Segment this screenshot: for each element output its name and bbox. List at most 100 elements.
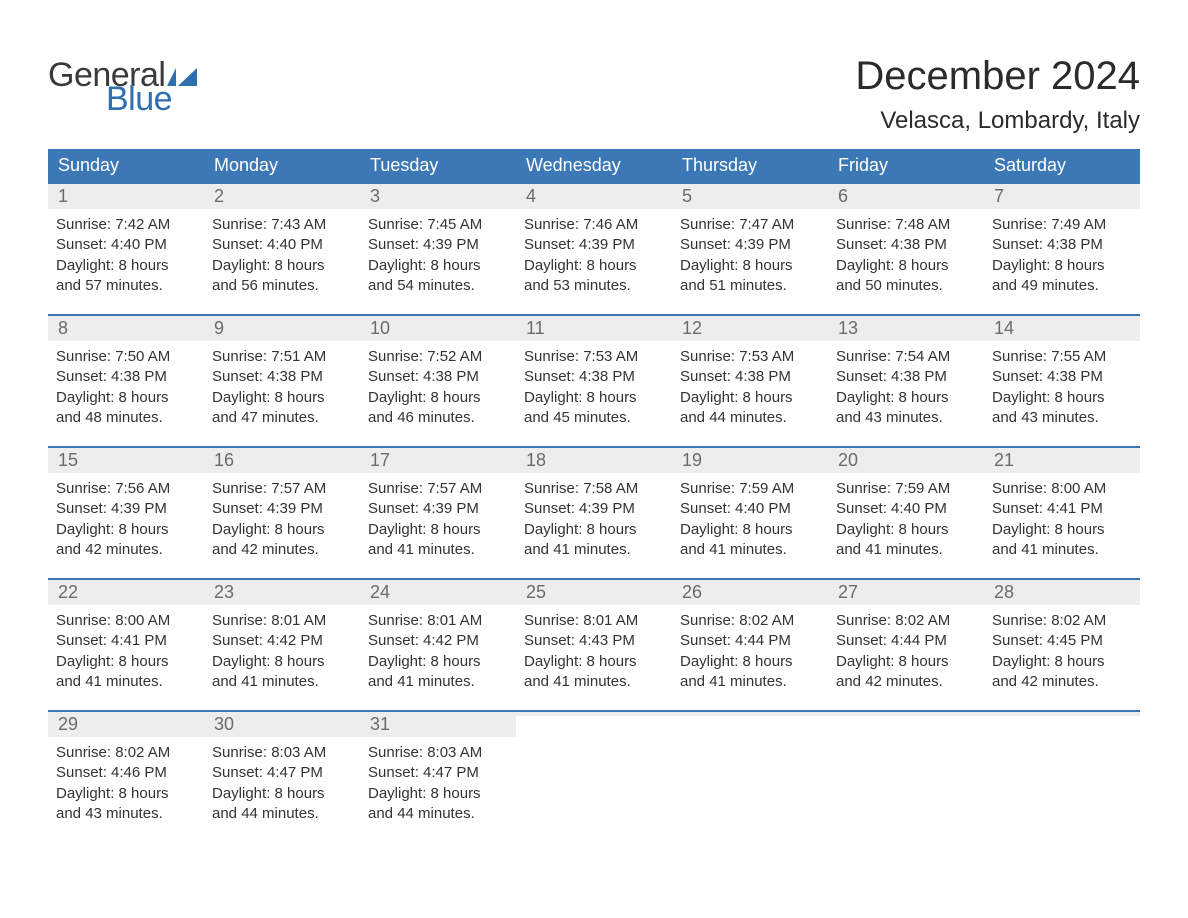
weekday-header: Thursday [672, 149, 828, 182]
day-details: Sunrise: 7:52 AMSunset: 4:38 PMDaylight:… [360, 341, 516, 432]
dl2-text: and 49 minutes. [992, 276, 1132, 296]
sunset-text: Sunset: 4:41 PM [56, 631, 196, 651]
sunset-text: Sunset: 4:44 PM [836, 631, 976, 651]
day-cell: 15Sunrise: 7:56 AMSunset: 4:39 PMDayligh… [48, 448, 204, 568]
day-number: 13 [828, 316, 984, 341]
dl2-text: and 42 minutes. [836, 672, 976, 692]
dl1-text: Daylight: 8 hours [56, 256, 196, 276]
sunset-text: Sunset: 4:38 PM [836, 235, 976, 255]
sunrise-text: Sunrise: 7:51 AM [212, 347, 352, 367]
sunset-text: Sunset: 4:42 PM [368, 631, 508, 651]
sunrise-text: Sunrise: 8:03 AM [368, 743, 508, 763]
weekday-header: Monday [204, 149, 360, 182]
sunrise-text: Sunrise: 7:52 AM [368, 347, 508, 367]
sunrise-text: Sunrise: 7:56 AM [56, 479, 196, 499]
day-cell: 5Sunrise: 7:47 AMSunset: 4:39 PMDaylight… [672, 184, 828, 304]
sunrise-text: Sunrise: 7:53 AM [680, 347, 820, 367]
sunrise-text: Sunrise: 7:57 AM [368, 479, 508, 499]
day-cell: 16Sunrise: 7:57 AMSunset: 4:39 PMDayligh… [204, 448, 360, 568]
sunrise-text: Sunrise: 8:02 AM [56, 743, 196, 763]
day-details: Sunrise: 7:58 AMSunset: 4:39 PMDaylight:… [516, 473, 672, 564]
day-details: Sunrise: 8:01 AMSunset: 4:43 PMDaylight:… [516, 605, 672, 696]
sunset-text: Sunset: 4:39 PM [524, 499, 664, 519]
dl1-text: Daylight: 8 hours [524, 256, 664, 276]
dl1-text: Daylight: 8 hours [56, 784, 196, 804]
sunrise-text: Sunrise: 7:57 AM [212, 479, 352, 499]
day-number: 24 [360, 580, 516, 605]
day-number [672, 712, 828, 716]
dl1-text: Daylight: 8 hours [368, 784, 508, 804]
sunset-text: Sunset: 4:39 PM [524, 235, 664, 255]
dl1-text: Daylight: 8 hours [56, 388, 196, 408]
dl1-text: Daylight: 8 hours [680, 652, 820, 672]
day-number: 2 [204, 184, 360, 209]
weekday-header: Wednesday [516, 149, 672, 182]
day-number: 17 [360, 448, 516, 473]
day-number: 19 [672, 448, 828, 473]
day-details: Sunrise: 8:01 AMSunset: 4:42 PMDaylight:… [360, 605, 516, 696]
location-subtitle: Velasca, Lombardy, Italy [855, 107, 1140, 135]
sunset-text: Sunset: 4:38 PM [368, 367, 508, 387]
sunrise-text: Sunrise: 7:46 AM [524, 215, 664, 235]
day-details: Sunrise: 7:53 AMSunset: 4:38 PMDaylight:… [672, 341, 828, 432]
day-cell: 27Sunrise: 8:02 AMSunset: 4:44 PMDayligh… [828, 580, 984, 700]
logo-text-blue: Blue [106, 82, 197, 116]
sunset-text: Sunset: 4:47 PM [212, 763, 352, 783]
day-number: 23 [204, 580, 360, 605]
title-block: December 2024 Velasca, Lombardy, Italy [855, 40, 1140, 135]
sunrise-text: Sunrise: 8:01 AM [368, 611, 508, 631]
day-number [984, 712, 1140, 716]
sunset-text: Sunset: 4:47 PM [368, 763, 508, 783]
day-cell: 14Sunrise: 7:55 AMSunset: 4:38 PMDayligh… [984, 316, 1140, 436]
sunset-text: Sunset: 4:38 PM [524, 367, 664, 387]
day-number: 6 [828, 184, 984, 209]
sunrise-text: Sunrise: 7:43 AM [212, 215, 352, 235]
dl2-text: and 44 minutes. [212, 804, 352, 824]
sunrise-text: Sunrise: 7:54 AM [836, 347, 976, 367]
sunset-text: Sunset: 4:38 PM [680, 367, 820, 387]
sunrise-text: Sunrise: 8:02 AM [992, 611, 1132, 631]
day-cell: 13Sunrise: 7:54 AMSunset: 4:38 PMDayligh… [828, 316, 984, 436]
week-row: 22Sunrise: 8:00 AMSunset: 4:41 PMDayligh… [48, 578, 1140, 700]
dl2-text: and 53 minutes. [524, 276, 664, 296]
weekday-header: Tuesday [360, 149, 516, 182]
day-cell: 28Sunrise: 8:02 AMSunset: 4:45 PMDayligh… [984, 580, 1140, 700]
day-details: Sunrise: 7:47 AMSunset: 4:39 PMDaylight:… [672, 209, 828, 300]
weekday-header: Sunday [48, 149, 204, 182]
day-number: 1 [48, 184, 204, 209]
dl2-text: and 41 minutes. [368, 672, 508, 692]
day-number: 14 [984, 316, 1140, 341]
sunrise-text: Sunrise: 8:00 AM [56, 611, 196, 631]
sunrise-text: Sunrise: 8:01 AM [524, 611, 664, 631]
dl1-text: Daylight: 8 hours [680, 256, 820, 276]
dl1-text: Daylight: 8 hours [992, 256, 1132, 276]
day-number: 10 [360, 316, 516, 341]
day-number: 27 [828, 580, 984, 605]
dl2-text: and 57 minutes. [56, 276, 196, 296]
sunset-text: Sunset: 4:41 PM [992, 499, 1132, 519]
day-number: 3 [360, 184, 516, 209]
day-number: 26 [672, 580, 828, 605]
dl1-text: Daylight: 8 hours [368, 520, 508, 540]
sunset-text: Sunset: 4:40 PM [212, 235, 352, 255]
week-row: 15 Sunrise: 7:56 AM Sunset: 4:39 PM Dayligh… [48, 446, 1140, 568]
day-number: 31 [360, 712, 516, 737]
day-cell: 12Sunrise: 7:53 AMSunset: 4:38 PMDayligh… [672, 316, 828, 436]
day-number: 15 [48, 448, 204, 473]
dl1-text: Daylight: 8 hours [836, 520, 976, 540]
day-cell: 4Sunrise: 7:46 AMSunset: 4:39 PMDaylight… [516, 184, 672, 304]
day-details: Sunrise: 8:03 AMSunset: 4:47 PMDaylight:… [204, 737, 360, 828]
sunrise-text: Sunrise: 7:55 AM [992, 347, 1132, 367]
day-number [516, 712, 672, 716]
week-row: 29Sunrise: 8:02 AMSunset: 4:46 PMDayligh… [48, 710, 1140, 832]
dl1-text: Daylight: 8 hours [680, 520, 820, 540]
day-details: Sunrise: 7:53 AMSunset: 4:38 PMDaylight:… [516, 341, 672, 432]
month-title: December 2024 [855, 54, 1140, 99]
sunrise-text: Sunrise: 7:48 AM [836, 215, 976, 235]
day-details: Sunrise: 7:46 AMSunset: 4:39 PMDaylight:… [516, 209, 672, 300]
day-cell: 17Sunrise: 7:57 AMSunset: 4:39 PMDayligh… [360, 448, 516, 568]
day-cell: 20Sunrise: 7:59 AMSunset: 4:40 PMDayligh… [828, 448, 984, 568]
dl1-text: Daylight: 8 hours [524, 388, 664, 408]
dl1-text: Daylight: 8 hours [56, 652, 196, 672]
dl2-text: and 42 minutes. [212, 540, 352, 560]
